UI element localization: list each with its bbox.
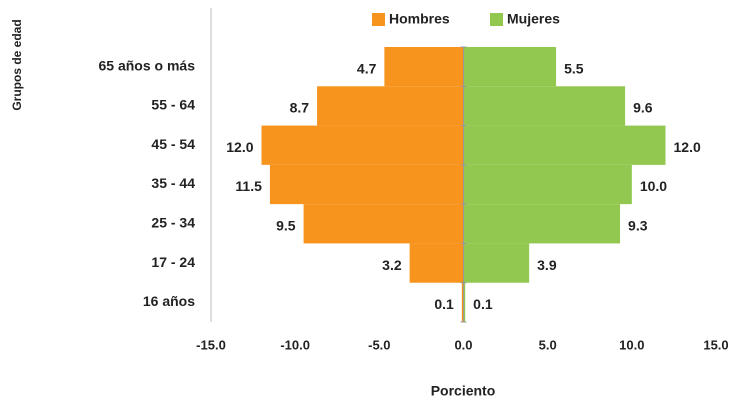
x-tick-label: 0.0 <box>454 337 472 352</box>
x-tick-label: -5.0 <box>368 337 390 352</box>
data-label: 0.1 <box>434 296 454 312</box>
data-label: 12.0 <box>674 139 701 155</box>
bar <box>463 47 557 87</box>
bar <box>384 47 464 87</box>
data-label: 11.5 <box>235 178 262 194</box>
y-tick-label: 45 - 54 <box>151 136 195 152</box>
bar <box>463 164 632 205</box>
bar <box>463 125 666 165</box>
x-tick-label: -15.0 <box>196 337 226 352</box>
legend-swatch <box>490 13 503 26</box>
bar <box>317 86 464 126</box>
data-label: 12.0 <box>226 139 253 155</box>
bar <box>463 204 621 244</box>
data-label: 3.2 <box>382 257 402 273</box>
bar <box>269 164 464 205</box>
y-tick-label: 17 - 24 <box>151 254 195 270</box>
bar <box>303 204 464 244</box>
bar <box>463 243 530 283</box>
data-label: 9.6 <box>633 100 653 116</box>
y-tick-label: 35 - 44 <box>151 175 195 191</box>
y-tick-label: 65 años o más <box>99 57 196 73</box>
data-label: 4.7 <box>357 60 377 76</box>
data-label: 5.5 <box>564 60 584 76</box>
legend-label: Mujeres <box>507 11 560 27</box>
bar <box>461 282 464 322</box>
bar <box>409 243 464 283</box>
x-tick-label: -10.0 <box>280 337 310 352</box>
data-label: 0.1 <box>473 296 493 312</box>
x-axis-title: Porciento <box>431 383 496 399</box>
y-axis-title: Grupos de edad <box>10 19 24 110</box>
x-tick-label: 10.0 <box>619 337 644 352</box>
bar <box>463 86 626 126</box>
x-tick-label: 15.0 <box>703 337 728 352</box>
x-tick-label: 5.0 <box>539 337 557 352</box>
bar <box>261 125 464 165</box>
data-label: 3.9 <box>537 257 557 273</box>
data-label: 9.3 <box>628 217 648 233</box>
y-tick-label: 55 - 64 <box>151 97 195 113</box>
legend-label: Hombres <box>389 11 450 27</box>
data-label: 8.7 <box>290 100 310 116</box>
data-label: 10.0 <box>640 178 667 194</box>
legend-swatch <box>372 13 385 26</box>
y-tick-label: 25 - 34 <box>151 214 195 230</box>
y-tick-label: 16 años <box>143 293 195 309</box>
data-label: 9.5 <box>276 217 296 233</box>
bar <box>463 282 466 322</box>
